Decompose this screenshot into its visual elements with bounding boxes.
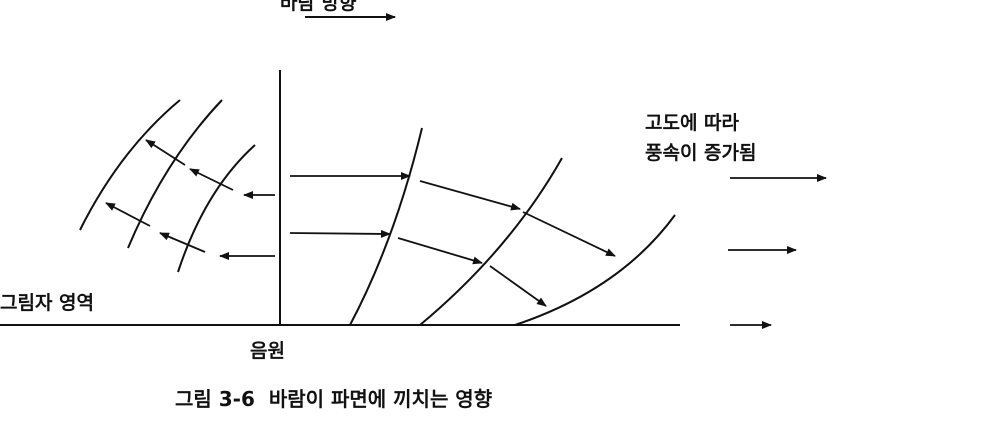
ray-arrow xyxy=(189,168,234,191)
ray-arrow xyxy=(145,139,186,166)
wavefront-right-2 xyxy=(419,157,563,326)
ray-arrow xyxy=(289,229,391,238)
altitude-note-line-1: 고도에 따라 xyxy=(645,112,740,134)
shadow-zone-label: 그림자 영역 xyxy=(0,292,95,314)
wavefront-left-2 xyxy=(127,99,223,249)
altitude-note-line-2: 풍속이 증가됨 xyxy=(645,142,757,164)
source-label: 음원 xyxy=(250,340,285,362)
ray-arrow xyxy=(419,180,521,211)
ray-arrow xyxy=(489,265,547,307)
figure-caption: 그림 3-6 바람이 파면에 끼치는 영향 xyxy=(175,387,493,411)
wavefront-right-1 xyxy=(349,127,423,326)
wavefront-right-3 xyxy=(514,214,676,326)
wavefront-left-3 xyxy=(177,144,256,273)
ray-arrow xyxy=(105,202,151,227)
ray-arrow xyxy=(159,232,206,253)
wind-direction-label: 바람 방향 xyxy=(280,0,357,14)
ray-arrow xyxy=(397,237,483,265)
ray-arrow xyxy=(522,211,616,257)
wavefront-left-1 xyxy=(79,99,181,231)
